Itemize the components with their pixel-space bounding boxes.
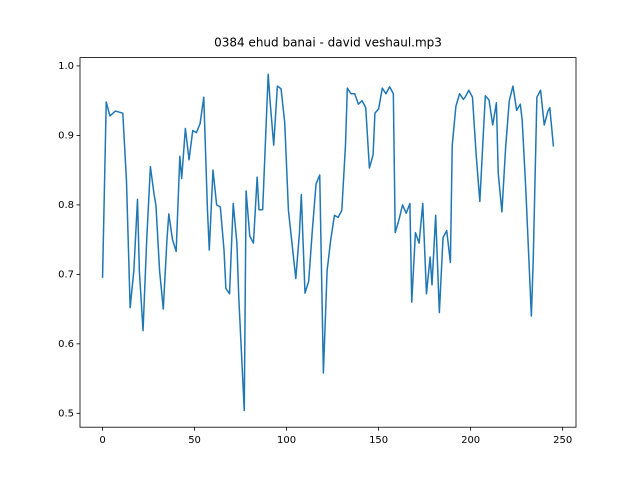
x-tick-label: 150	[369, 435, 388, 446]
x-tick-label: 200	[461, 435, 480, 446]
data-line	[101, 73, 555, 412]
chart-title: 0384 ehud banai - david veshaul.mp3	[214, 36, 442, 50]
y-tick-label: 1.0	[58, 61, 74, 72]
x-tick-label: 100	[277, 435, 296, 446]
x-tick-label: 250	[553, 435, 572, 446]
y-tick-label: 0.6	[58, 339, 74, 350]
x-tick-label: 50	[188, 435, 201, 446]
x-tick-label: 0	[99, 435, 105, 446]
y-tick-label: 0.7	[58, 269, 74, 280]
y-tick-label: 0.8	[58, 200, 74, 211]
axes-frame	[79, 57, 577, 428]
y-tick-label: 0.5	[58, 408, 74, 419]
y-tick-label: 0.9	[58, 130, 74, 141]
